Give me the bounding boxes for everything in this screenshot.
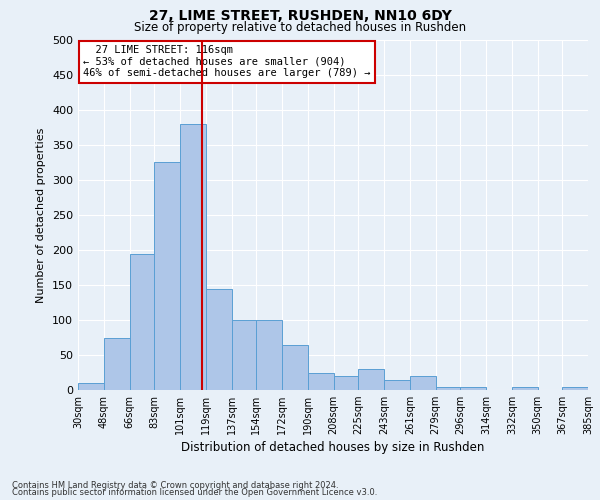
Bar: [384, 380, 410, 390]
Bar: [206, 288, 232, 390]
Bar: [78, 383, 104, 390]
Bar: [282, 344, 308, 390]
Text: Size of property relative to detached houses in Rushden: Size of property relative to detached ho…: [134, 21, 466, 34]
Bar: [334, 376, 358, 390]
Bar: [256, 320, 282, 390]
Text: 27, LIME STREET, RUSHDEN, NN10 6DY: 27, LIME STREET, RUSHDEN, NN10 6DY: [149, 9, 451, 23]
Bar: [562, 386, 588, 390]
Text: Contains HM Land Registry data © Crown copyright and database right 2024.: Contains HM Land Registry data © Crown c…: [12, 480, 338, 490]
Bar: [308, 372, 334, 390]
Bar: [180, 124, 206, 390]
Bar: [410, 376, 436, 390]
Y-axis label: Number of detached properties: Number of detached properties: [37, 128, 46, 302]
Bar: [460, 386, 486, 390]
Bar: [104, 338, 130, 390]
Bar: [130, 254, 154, 390]
X-axis label: Distribution of detached houses by size in Rushden: Distribution of detached houses by size …: [181, 442, 485, 454]
Text: Contains public sector information licensed under the Open Government Licence v3: Contains public sector information licen…: [12, 488, 377, 497]
Text: 27 LIME STREET: 116sqm
← 53% of detached houses are smaller (904)
46% of semi-de: 27 LIME STREET: 116sqm ← 53% of detached…: [83, 46, 371, 78]
Bar: [232, 320, 256, 390]
Bar: [512, 386, 538, 390]
Bar: [358, 369, 384, 390]
Bar: [436, 386, 460, 390]
Bar: [154, 162, 180, 390]
